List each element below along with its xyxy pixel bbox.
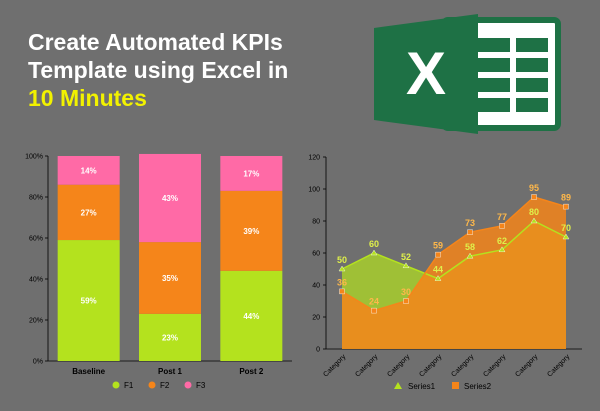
title-line-2: Template using Excel in [28, 57, 289, 83]
series1-data-label: 50 [337, 255, 347, 265]
series1-marker [370, 249, 378, 256]
series1-marker [498, 246, 506, 253]
x-category-label: Baseline [72, 367, 105, 376]
series2-marker [563, 203, 569, 210]
y-tick-label: 60 [312, 251, 320, 258]
y-tick-label: 100% [25, 154, 43, 161]
y-tick-label: 100 [308, 187, 320, 194]
y-tick-label: 20 [312, 315, 320, 322]
line-series1 [341, 220, 567, 280]
series1-marker [338, 265, 346, 272]
series1-data-label: 70 [561, 223, 571, 233]
series2-data-label: 95 [529, 183, 539, 193]
series2-data-label: 36 [337, 277, 347, 287]
series1-data-label: 60 [369, 239, 379, 249]
series1-data-label: 62 [497, 236, 507, 246]
legend-label-series1: Series1 [408, 382, 436, 391]
x-category-label: Category [322, 353, 347, 378]
series2-marker [531, 194, 537, 200]
legend-swatch-series1 [394, 382, 402, 389]
legend-swatch [184, 381, 192, 389]
series2-marker [467, 229, 473, 235]
y-tick-label: 80% [29, 195, 43, 202]
area-chart: 0 20 40 60 80 100 120 50 60 52 44 58 62 80 70 36 24 30 59 7… [308, 155, 582, 391]
series1-marker [434, 275, 442, 281]
bar-data-label: 43% [162, 194, 178, 203]
series2-data-label: 77 [497, 212, 507, 222]
bar-data-label: 27% [81, 208, 97, 217]
series2-data-label: 59 [433, 241, 443, 251]
series1-marker [402, 262, 410, 268]
y-tick-label: 40 [312, 283, 320, 290]
y-tick-label: 60% [29, 236, 43, 243]
bar-segment-f2 [139, 242, 201, 314]
series1-marker [466, 252, 474, 259]
series1-data-label: 52 [401, 252, 411, 262]
bar-data-label: 17% [243, 169, 259, 178]
title-highlight: 10 Minutes [28, 85, 147, 111]
series2-data-label: 73 [465, 218, 475, 228]
series2-data-label: 89 [561, 193, 571, 203]
series1-marker [530, 217, 538, 224]
stacked-bar-chart: 0% 20% 40% 60% 80% 100% 59% 27% 14% Baseline 23% 35… [25, 153, 292, 390]
x-category-label: Category [482, 353, 507, 378]
series2-data-label: 24 [369, 297, 379, 307]
bar-segment-f3 [220, 156, 283, 191]
series1-marker [562, 233, 570, 240]
y-tick-label: 120 [308, 155, 320, 162]
bar-data-label: 44% [243, 312, 259, 321]
x-category-label: Category [450, 353, 475, 378]
area-series2 [342, 197, 566, 349]
legend-swatch-series2 [452, 382, 459, 389]
bar-segment-f1 [220, 270, 283, 361]
title-line-1: Create Automated KPIs [28, 29, 283, 55]
y-tick-label: 0 [316, 347, 320, 354]
series2-marker [371, 307, 377, 314]
y-tick-label: 0% [33, 359, 43, 366]
bar-data-label: 39% [243, 227, 259, 236]
page-title: Create Automated KPIs Template using Exc… [28, 28, 288, 112]
bar-data-label: 59% [81, 297, 97, 306]
x-category-label: Category [514, 353, 539, 378]
excel-logo-letter: X [406, 40, 446, 107]
bar-segment-f1 [57, 240, 120, 361]
series2-marker [499, 223, 505, 229]
bar-segment-f2 [220, 190, 283, 271]
series2-marker [339, 288, 345, 295]
series1-data-label: 44 [433, 265, 443, 275]
y-tick-label: 40% [29, 277, 43, 284]
x-category-label: Category [386, 353, 411, 378]
legend-label: F1 [124, 381, 134, 390]
x-category-label: Category [354, 353, 379, 378]
line-series2 [341, 196, 567, 312]
bar-segment-f1 [139, 313, 201, 361]
legend-label-series2: Series2 [464, 382, 492, 391]
series2-marker [435, 251, 441, 258]
series2-marker [403, 298, 409, 304]
legend-label: F3 [196, 381, 206, 390]
bar-segment-f2 [57, 184, 120, 241]
bar-data-label: 23% [162, 333, 178, 342]
legend-label: F2 [160, 381, 170, 390]
x-category-label: Post 2 [239, 367, 264, 376]
series1-data-label: 80 [529, 207, 539, 217]
bar-segment-f3 [57, 156, 120, 185]
y-tick-label: 80 [312, 219, 320, 226]
legend-swatch [148, 381, 156, 389]
x-category-label: Category [546, 353, 571, 378]
bar-segment-f3 [139, 153, 201, 243]
excel-logo-icon: X [374, 14, 561, 134]
x-category-label: Post 1 [158, 367, 183, 376]
bar-data-label: 14% [81, 166, 97, 175]
x-category-label: Category [418, 353, 443, 378]
legend-swatch [112, 381, 120, 389]
series2-data-label: 30 [401, 287, 411, 297]
series1-data-label: 58 [465, 242, 475, 252]
bar-data-label: 35% [162, 274, 178, 283]
y-tick-label: 20% [29, 318, 43, 325]
